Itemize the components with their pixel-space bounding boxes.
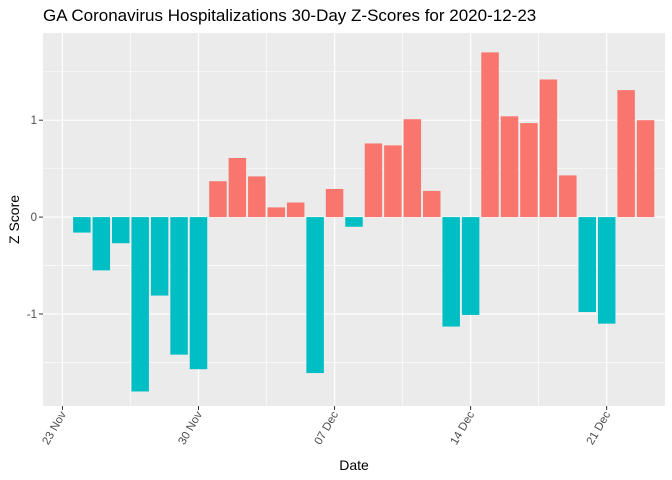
bar xyxy=(345,217,363,227)
bar xyxy=(617,90,635,218)
y-tick-label: 0 xyxy=(31,212,37,224)
x-tick-label: 30 Nov xyxy=(176,409,205,447)
y-tick-label: -1 xyxy=(27,309,37,321)
bar xyxy=(578,217,596,313)
bar xyxy=(228,157,247,218)
bar xyxy=(248,176,266,218)
x-tick-label: 23 Nov xyxy=(40,409,69,447)
bar xyxy=(539,79,558,218)
bar xyxy=(403,119,422,218)
bar xyxy=(364,143,383,218)
grid-minor xyxy=(43,33,665,406)
bar xyxy=(112,217,130,244)
bar xyxy=(500,116,519,218)
bar xyxy=(325,188,344,218)
bar xyxy=(131,217,149,392)
x-tick-label: 07 Dec xyxy=(313,409,342,447)
bar xyxy=(520,123,538,218)
y-axis: -1 0 1 xyxy=(27,115,43,321)
x-axis: 23 Nov 30 Nov 07 Dec 14 Dec 21 Dec xyxy=(40,406,613,447)
x-tick-label: 21 Dec xyxy=(585,409,614,447)
bar xyxy=(423,190,441,218)
bars xyxy=(73,52,655,392)
bar xyxy=(442,217,460,327)
bar xyxy=(267,207,285,218)
bar xyxy=(481,52,499,218)
x-tick-label: 14 Dec xyxy=(449,409,478,447)
bar xyxy=(559,175,577,218)
bar xyxy=(170,217,188,355)
bar xyxy=(73,217,91,233)
bar xyxy=(597,217,616,324)
bar xyxy=(286,202,305,218)
bar xyxy=(384,145,402,218)
bar xyxy=(189,217,208,370)
bar xyxy=(150,217,169,296)
bar xyxy=(209,181,227,218)
y-axis-title: Z Score xyxy=(6,195,22,244)
bar xyxy=(461,217,480,315)
y-tick-label: 1 xyxy=(31,115,37,127)
bar xyxy=(306,217,324,374)
bar xyxy=(92,217,111,271)
chart-title: GA Coronavirus Hospitalizations 30-Day Z… xyxy=(43,6,536,25)
bar xyxy=(636,120,655,218)
x-axis-title: Date xyxy=(339,457,369,473)
